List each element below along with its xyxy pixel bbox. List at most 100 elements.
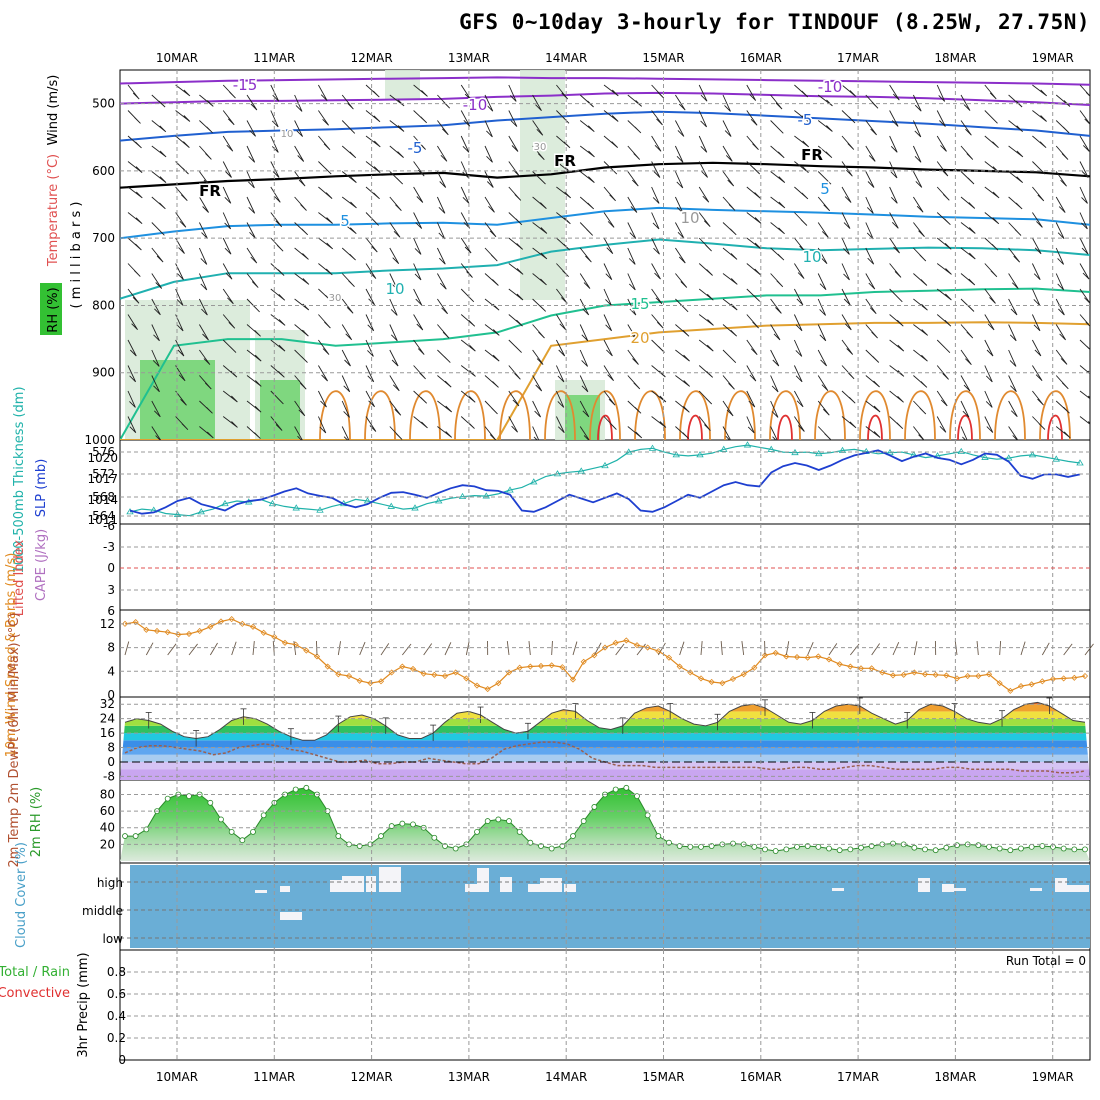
wind-barb — [960, 273, 976, 286]
wind-barb — [770, 94, 783, 110]
wind-barb — [532, 247, 548, 260]
wind-barb — [436, 247, 446, 265]
rh-point — [730, 840, 736, 847]
wind-barb-10m — [892, 642, 900, 656]
wind-barb-10m — [401, 643, 412, 656]
wind-barb — [913, 273, 928, 286]
wind-barb — [841, 365, 855, 380]
wind-barb — [1008, 171, 1024, 184]
warm-contour — [454, 390, 486, 440]
wind-barb — [675, 324, 690, 337]
wind-barb-10m — [124, 641, 130, 656]
wind-barb — [579, 120, 595, 133]
wind-speed-point — [601, 644, 609, 651]
wind-barb — [770, 426, 778, 440]
li-ytick: -3 — [103, 540, 115, 554]
ylabel-temperature: Temperature (°C) — [46, 154, 61, 267]
wind-barb — [675, 94, 686, 111]
wind-barb — [365, 186, 380, 200]
wind-barb — [913, 375, 928, 388]
wind-barb — [413, 288, 423, 306]
wind-barb — [532, 426, 540, 440]
thickness-ytick: 572 — [92, 467, 115, 481]
wind-barb — [841, 135, 855, 150]
wind-barb — [913, 171, 923, 188]
wind-barb — [936, 186, 950, 201]
temp-band — [120, 740, 1090, 748]
wind-barb — [746, 186, 761, 199]
wind-barb — [318, 135, 331, 151]
date-label-bottom: 14MAR — [545, 1070, 587, 1084]
wind-barb — [936, 84, 946, 102]
wind-barb — [246, 247, 258, 264]
wind-barb — [698, 237, 712, 252]
wind-barb — [579, 375, 589, 393]
wind-barb — [722, 298, 738, 311]
wind-barb-10m — [188, 643, 198, 656]
wind-barb — [770, 247, 785, 261]
wind-barb — [222, 339, 237, 353]
wind-speed-point — [740, 671, 747, 678]
wind-barb — [460, 339, 476, 352]
rh-point — [474, 828, 480, 835]
temp-band — [120, 718, 1090, 726]
wind-barb — [294, 247, 309, 260]
wind-barb — [984, 161, 1000, 173]
wind-barb — [794, 110, 809, 123]
wind-barb — [484, 324, 500, 336]
rh-point — [1082, 846, 1088, 853]
wind-barb — [175, 416, 189, 431]
wind-barb — [960, 222, 976, 234]
wind-barb — [270, 84, 280, 102]
ylabel-lifted-index: Lifted Index — [12, 539, 27, 616]
wind-barb — [389, 94, 405, 107]
date-label-bottom: 17MAR — [837, 1070, 879, 1084]
panel-frame-wind — [119, 609, 1091, 698]
rh-point — [516, 828, 523, 835]
page-title: GFS 0~10day 3-hourly for TINDOUF (8.25W,… — [459, 10, 1090, 34]
wind-barb — [984, 135, 999, 149]
wind-barb — [675, 298, 689, 313]
wind-barb-10m — [1020, 641, 1026, 656]
wind-barb — [627, 298, 637, 316]
wind-barb — [651, 390, 667, 403]
rh-point — [548, 845, 555, 852]
rh-point — [122, 833, 128, 839]
wind-barb — [127, 212, 143, 225]
wind-barb — [960, 349, 972, 366]
wind-barb — [794, 390, 804, 408]
cloud-block — [280, 912, 302, 920]
wind-barb — [936, 135, 947, 152]
rh-point — [911, 844, 918, 851]
wind-barb — [246, 171, 255, 189]
wind-barb — [1032, 161, 1046, 175]
wind-barb — [365, 416, 377, 432]
wind-barb — [674, 196, 684, 214]
wind-speed-point — [591, 652, 598, 659]
wind-barb — [556, 263, 569, 278]
warm-contour — [859, 390, 891, 440]
wind-barb — [294, 426, 303, 440]
date-label-top: 13MAR — [448, 51, 490, 65]
upper-ytick: 600 — [92, 164, 115, 178]
ylabel-thickness: 1000-500mb Thickness (dm) — [12, 386, 27, 573]
hot-contour — [957, 414, 973, 440]
wind-barb — [770, 273, 784, 288]
wind-barb-10m — [231, 641, 237, 656]
rh-point — [452, 845, 459, 852]
wind-barb — [817, 171, 832, 185]
wind-barb — [579, 171, 595, 183]
wind-barb — [175, 110, 191, 122]
isotherm-line — [120, 110, 1090, 142]
wind-barb — [127, 314, 138, 331]
wind-barb — [722, 324, 738, 337]
wind-barb-10m — [828, 643, 838, 656]
temp-band — [120, 761, 1090, 770]
wind-speed-point — [228, 616, 235, 623]
wind-barb — [317, 390, 327, 408]
cloud-level-label: low — [103, 932, 124, 946]
wind-barb — [127, 161, 143, 173]
thickness-ytick: 568 — [92, 490, 115, 504]
wind-barb — [389, 120, 405, 132]
wind-barb — [746, 84, 757, 101]
